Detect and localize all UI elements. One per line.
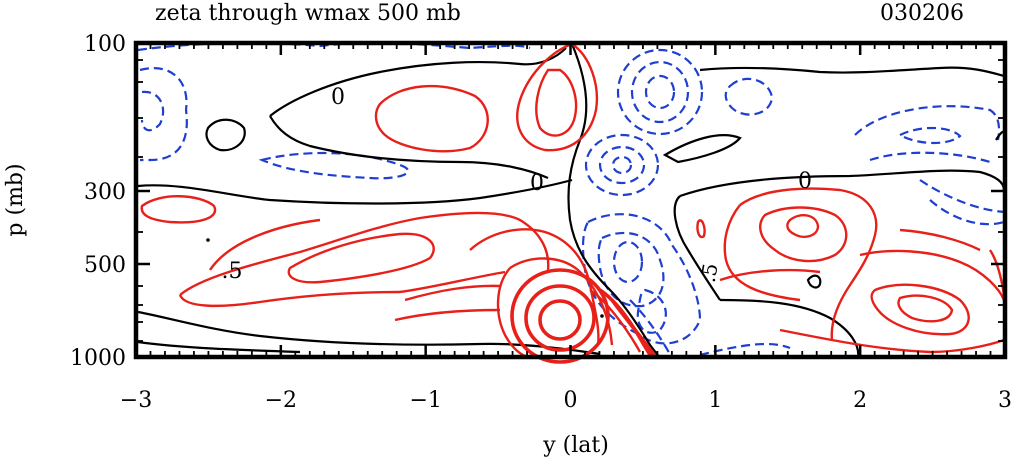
data-dot [600, 314, 604, 318]
contour-label: .5 [696, 261, 723, 284]
zero-contour [662, 134, 742, 164]
positive-contours [140, 42, 642, 360]
x-tick-label: 3 [998, 388, 1012, 413]
neg-contour [139, 67, 188, 162]
pos-contour [779, 328, 1005, 354]
chart-title: zeta through wmax 500 mb [155, 1, 461, 26]
pos-core-contour [510, 268, 610, 364]
pos-contour [759, 206, 848, 263]
neg-contour [869, 151, 991, 164]
pos-contour [723, 204, 801, 302]
x-tick-label: −2 [265, 388, 297, 413]
pos-contour [287, 232, 435, 284]
contour-label: 0 [798, 169, 812, 194]
y-tick-label: 300 [84, 180, 126, 205]
y-tick-label: 500 [84, 253, 126, 278]
pos-contour [209, 218, 321, 271]
neg-contour [919, 179, 1005, 214]
neg-contour [597, 231, 665, 308]
pos-contour [899, 228, 981, 252]
y-tick-label: 1000 [70, 346, 126, 371]
plot-frame [133, 40, 1008, 360]
neg-contour [629, 299, 673, 359]
pos-contour [469, 228, 600, 346]
pos-contour [179, 211, 550, 296]
pos-contour [786, 214, 820, 238]
pos-core-contour [524, 284, 596, 352]
contour-label: .5 [222, 259, 243, 284]
zero-contour [269, 115, 549, 180]
zero-contour [673, 195, 721, 301]
zero-contour [205, 118, 246, 152]
x-tick-label: 1 [708, 388, 722, 413]
neg-contour [854, 105, 1001, 141]
y-axis-label: p (mb) [3, 163, 28, 236]
zero-contours [137, 43, 1008, 359]
pos-contour [178, 290, 401, 308]
pos-contour [719, 268, 821, 282]
zero-contour [137, 340, 301, 354]
zero-contour [679, 169, 1006, 198]
x-tick-label: −1 [409, 388, 441, 413]
neg-contour [140, 90, 165, 132]
neg-contour [612, 240, 644, 284]
pos-contour [870, 283, 970, 336]
pos-core-contour [538, 299, 582, 341]
neg-contour [929, 199, 1005, 226]
contour-labels: 0 0 0 .5 .5 [222, 85, 813, 284]
x-tick-label: 2 [853, 388, 867, 413]
neg-contour [598, 145, 646, 185]
plot-area: 0 0 0 .5 .5 [137, 41, 1008, 364]
neg-contour [137, 41, 531, 52]
neg-contour [611, 155, 633, 175]
positive-contours-right [696, 187, 1006, 354]
y-tick-label: 100 [84, 32, 126, 57]
neg-contour [644, 74, 676, 110]
neg-contour [258, 151, 409, 180]
x-tick-label: 0 [564, 388, 578, 413]
pos-contour [404, 284, 501, 302]
neg-contour [584, 133, 660, 197]
zero-contour [567, 43, 661, 359]
pos-contour [399, 270, 506, 294]
pos-contour [140, 195, 217, 224]
contour-label: 0 [331, 85, 345, 110]
zero-contour [699, 66, 1005, 78]
pos-core-contour [610, 298, 658, 360]
zero-contour [269, 47, 567, 117]
pos-contour [535, 68, 578, 137]
pos-contour [496, 267, 531, 360]
positive-core-contours [510, 268, 658, 364]
negative-contours [137, 41, 1005, 359]
pos-contour [859, 249, 1006, 301]
neg-contour [699, 342, 791, 357]
axis-tick-labels: −3 −2 −1 0 1 2 3 100 300 500 1000 [70, 32, 1012, 413]
neg-contour [616, 48, 704, 136]
contour-label: 0 [530, 171, 544, 196]
zero-contour [137, 310, 601, 356]
pos-contour [374, 85, 489, 153]
x-axis-label: y (lat) [542, 433, 609, 458]
zero-contour [806, 274, 822, 289]
neg-contour [636, 288, 667, 334]
zero-contour [137, 178, 573, 205]
pos-contour [516, 42, 599, 152]
neg-contour [724, 77, 774, 116]
neg-contour [897, 126, 962, 145]
pos-contour [696, 219, 706, 239]
pos-contour [739, 187, 878, 341]
x-tick-label: −3 [120, 388, 152, 413]
pos-contour [589, 289, 642, 353]
pos-contour [394, 308, 501, 322]
pos-contour [897, 294, 954, 323]
data-dot [206, 238, 210, 242]
neg-contour [630, 60, 690, 124]
date-label: 030206 [880, 1, 964, 26]
